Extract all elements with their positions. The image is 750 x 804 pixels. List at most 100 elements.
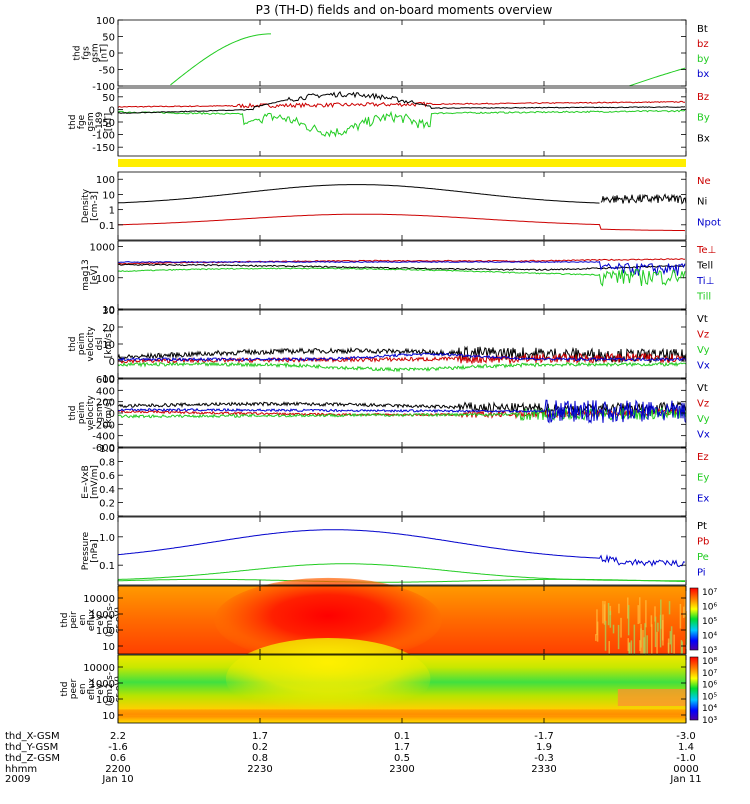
ytick-label: 100 — [96, 274, 115, 285]
tick-row-label: hhmm — [5, 764, 37, 775]
time-tick-label: 2200 — [105, 764, 130, 775]
heatmap-ion-streak — [595, 634, 597, 641]
ytick-label: 20 — [102, 323, 115, 334]
legend-label: Ti⊥ — [696, 276, 714, 287]
ytick-label: 10 — [102, 190, 115, 201]
colorbar-label: 10⁴ — [702, 704, 717, 714]
tick-row-value: 1.7 — [394, 742, 410, 753]
ytick-label: 400 — [96, 386, 115, 397]
legend-label: Vx — [697, 361, 710, 372]
heatmap-ion-streak — [682, 606, 685, 618]
ytick-label: 0 — [109, 409, 115, 420]
time-tick-label: 2230 — [247, 764, 272, 775]
date-label: Jan 10 — [101, 774, 133, 785]
legend-label: bx — [697, 69, 709, 80]
series-Vx-gsm — [117, 399, 687, 424]
heatmap-ion-streak — [659, 614, 662, 648]
legend-label: Ez — [697, 452, 709, 463]
series-Vt-gsm — [117, 400, 687, 416]
ytick-label: -100 — [92, 131, 115, 142]
heatmap-ion-streak — [617, 624, 620, 650]
tick-row-label: thd_Y-GSM — [5, 742, 58, 753]
colorbar-label: 10³ — [702, 716, 717, 726]
ytick-label: -150 — [92, 143, 115, 154]
ylabel: [mV/m] — [90, 465, 100, 499]
colorbar — [689, 656, 699, 721]
legend-label: by — [697, 54, 709, 65]
tick-row-value: 1.9 — [536, 742, 552, 753]
ylabel: thd — [68, 337, 78, 352]
ylabel: (cm2-s- — [105, 672, 115, 706]
panel-frame — [117, 240, 687, 310]
ytick-label: 10 — [102, 340, 115, 351]
ytick-label: 0.1 — [99, 561, 115, 572]
ylabel: eflux — [87, 608, 97, 631]
colorbar-label: 10⁶ — [702, 681, 717, 691]
panel-frame — [117, 19, 687, 87]
tick-row-value: 0.1 — [394, 731, 410, 742]
ylabel: gsm — [86, 112, 96, 131]
heatmap-ion-streak — [673, 634, 675, 659]
series-Bz — [117, 100, 685, 109]
ylabel: [nT] — [99, 44, 109, 62]
ytick-label: 600 — [96, 375, 115, 386]
heatmap-ion-streak — [627, 597, 629, 619]
colorbar-label: 10⁴ — [702, 632, 717, 642]
heatmap-electron-lowband — [118, 709, 686, 715]
heatmap-ion-streak — [618, 603, 620, 614]
ylabel: -189 — [95, 112, 105, 133]
legend-label: Vt — [697, 314, 708, 325]
ylabel: eV — [96, 613, 106, 626]
ylabel: velocity — [86, 395, 96, 431]
ylabel: fgs — [81, 46, 91, 60]
ylabel-group: mag13 [eV] — [81, 259, 100, 290]
ylabel: thd — [68, 115, 78, 130]
ytick-label: 10 — [102, 305, 115, 316]
ytick-label: 30 — [102, 306, 115, 317]
ylabel: eV — [96, 682, 106, 695]
panel-frame — [117, 309, 687, 379]
colorbar — [689, 587, 699, 651]
ytick-label: 200 — [96, 398, 115, 409]
tick-row-label: 2009 — [5, 774, 30, 785]
ytick-label: 1000 — [90, 243, 115, 254]
heatmap-ion-streak — [607, 602, 610, 626]
series-Pe-base — [117, 578, 685, 583]
ylabel: E=-VxB — [81, 465, 91, 499]
ytick-label: 0 — [109, 105, 115, 116]
legend-label: Bx — [697, 133, 710, 144]
heatmap-ion-streak — [645, 600, 647, 628]
ylabel-group: Pressure [nPa] — [81, 531, 100, 570]
heatmap-ion-streak — [654, 616, 657, 648]
ylabel: dsl — [95, 338, 105, 351]
ylabel: [eV] — [90, 266, 100, 285]
tick-row-value: -0.3 — [534, 753, 554, 764]
ylabel: [nT] — [104, 113, 114, 131]
legend-label: Pi — [697, 568, 706, 579]
heatmap-ion-streak — [644, 623, 646, 654]
series-Vx-dsl — [117, 352, 687, 362]
tick-row-value: 0.8 — [252, 753, 268, 764]
series-Ne — [117, 213, 686, 232]
tick-row-value: 0.5 — [394, 753, 410, 764]
ytick-label: 10000 — [83, 663, 115, 674]
ytick-label: 1000 — [90, 610, 115, 621]
ylabel-group: thd peim velocity dsl [km/s] — [68, 326, 114, 362]
heatmap-ion-streak — [630, 640, 633, 665]
heatmap-ion-streak — [639, 640, 641, 652]
heatmap-ion-streak — [669, 631, 672, 645]
heatmap-ion-streak — [656, 631, 658, 666]
ylabel: [cm-3] — [90, 191, 100, 221]
colorbar-label: 10³ — [702, 646, 717, 656]
legend-label: Vt — [697, 383, 708, 394]
legend-label: Ni — [697, 197, 707, 208]
heatmap-ion-streak — [667, 638, 670, 661]
series-Pe — [117, 563, 685, 582]
legend-label: Ex — [697, 493, 709, 504]
ytick-label: -50 — [99, 118, 115, 129]
ylabel: mag13 — [81, 259, 91, 290]
colorbar-label: 10⁵ — [702, 617, 717, 627]
series-Tipar — [117, 267, 686, 287]
ylabel: (cm2-s- — [105, 603, 115, 637]
